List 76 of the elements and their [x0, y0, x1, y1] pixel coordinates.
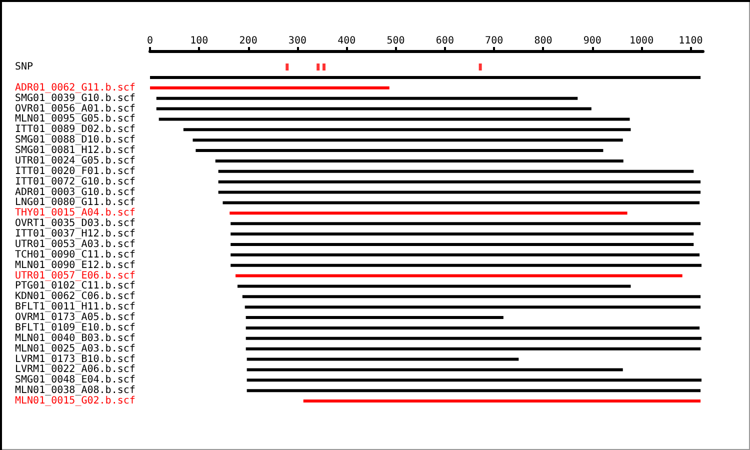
y-tick-label: TCH01_0090_C11.b.scf [15, 249, 136, 260]
y-tick-label: MLN01_0040_B03.b.scf [15, 332, 136, 344]
y-tick-label: UTR01_0024_G05.b.scf [15, 155, 136, 166]
x-tick-label: 300 [288, 36, 306, 46]
bar [246, 358, 519, 361]
x-tick-label: 400 [338, 36, 356, 46]
bar [246, 378, 702, 382]
y-tick-label: SNP [15, 62, 34, 72]
y-tick-label: MLN01_0090_E12.b.scf [15, 260, 136, 271]
y-tick-label: LNG01_0080_G11.b.scf [15, 197, 136, 208]
bar [183, 128, 631, 132]
bar [150, 86, 390, 90]
y-tick-label: UTR01_0053_A03.b.scf [15, 238, 136, 250]
y-tick-label: LVRM1_0173_B10.b.scf [15, 354, 136, 365]
bar [246, 347, 701, 350]
x-tick-label: 800 [534, 36, 552, 46]
bar [218, 190, 701, 194]
y-tick-label: THY01_0015_A04.b.scf [15, 208, 136, 219]
y-tick-label: ITT01_0037_H12.b.scf [15, 228, 136, 240]
y-tick-label: MLN01_0025_A03.b.scf [15, 343, 136, 354]
y-tick-label: ITT01_0020_F01.b.scf [15, 166, 136, 177]
x-tick-label: 600 [436, 36, 454, 46]
bar [303, 400, 701, 402]
y-tick-label: SMG01_0088_D10.b.scf [15, 134, 136, 146]
x-tick-label: 100 [190, 36, 208, 46]
y-tick-label: KDN01_0062_C06.b.scf [15, 291, 136, 302]
y-tick-label: ITT01_0089_D02.b.scf [15, 124, 136, 136]
y-tick-label: OVRT1_0035_D03.b.scf [15, 218, 136, 230]
y-tick-label: SMG01_0081_H12.b.scf [15, 145, 136, 156]
y-tick-label: OVRM1_0173_A05.b.scf [15, 312, 136, 323]
bar [236, 274, 682, 278]
y-tick-label: BFLT1_0011_H11.b.scf [15, 302, 136, 313]
y-tick-label: PTG01_0102_C11.b.scf [15, 280, 136, 292]
bar [192, 138, 623, 142]
y-tick-label: OVR01_0056_A01.b.scf [15, 103, 136, 114]
bar [150, 76, 701, 79]
y-tick-label: MLN01_0038_A08.b.scf [15, 385, 136, 396]
y-tick-label: ITT01_0072_G10.b.scf [15, 176, 136, 188]
bar [230, 222, 701, 226]
bar [242, 295, 701, 298]
bar [246, 326, 700, 330]
bar [246, 336, 702, 340]
bar [158, 118, 630, 121]
y-tick-label: SMG01_0039_G10.b.scf [15, 92, 136, 104]
bar [218, 170, 694, 173]
y-tick-label: ADR01_0003_G10.b.scf [15, 186, 136, 198]
x-tick-label: 1000 [630, 36, 654, 46]
bar [230, 253, 700, 256]
y-tick-label: ADR01_0062_G11.b.scf [15, 82, 136, 94]
x-tick-label: 500 [386, 36, 405, 46]
bar [218, 180, 701, 184]
bar [215, 159, 624, 162]
x-tick-label: 200 [239, 36, 258, 46]
bar [244, 306, 701, 309]
bar [230, 232, 694, 236]
x-tick-label: 900 [583, 36, 602, 46]
bar [246, 316, 504, 319]
bar [246, 368, 623, 372]
x-tick-label: 0 [146, 36, 154, 46]
y-tick-label: BFLT1_0109_E10.b.scf [15, 322, 136, 334]
bar [230, 212, 628, 215]
y-tick-label: LVRM1_0022_A06.b.scf [15, 364, 136, 376]
bar [230, 264, 702, 267]
bar [156, 96, 578, 100]
bar [156, 107, 592, 110]
bar [222, 201, 700, 204]
bar [246, 389, 701, 392]
bar [230, 242, 694, 246]
y-tick-label: SMG01_0048_E04.b.scf [15, 374, 136, 386]
bar [196, 149, 604, 152]
y-tick-label: MLN01_0095_G05.b.scf [15, 114, 136, 125]
bar [237, 284, 631, 288]
x-tick-label: 1100 [678, 36, 703, 46]
y-tick-label: MLN01_0015_G02.b.scf [15, 396, 136, 406]
x-tick-label: 700 [485, 36, 504, 46]
y-tick-label: UTR01_0057_E06.b.scf [15, 270, 136, 282]
